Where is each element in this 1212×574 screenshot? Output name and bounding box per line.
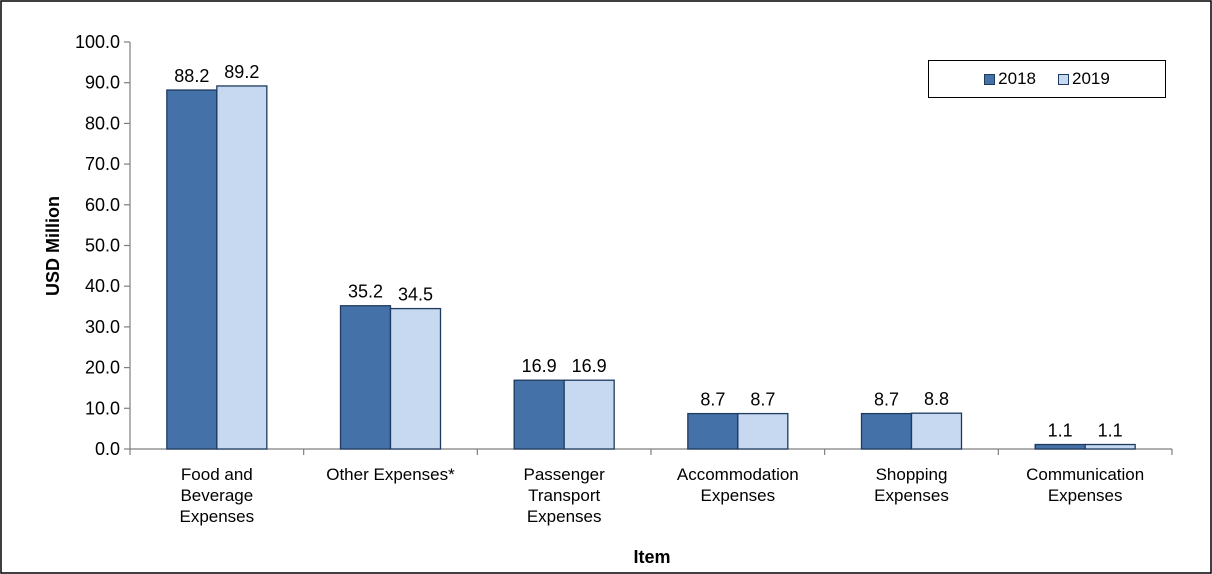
- bar-2019-4: [910, 412, 963, 450]
- x-tick-label-2: Expenses: [527, 507, 602, 526]
- x-axis-title: Item: [633, 547, 670, 567]
- y-tick-label: 50.0: [85, 236, 120, 256]
- x-tick-label-0: Beverage: [180, 486, 253, 505]
- data-label-2018-1: 35.2: [348, 282, 383, 302]
- y-tick-label: 100.0: [75, 32, 120, 52]
- bar-2018-0: [166, 89, 218, 450]
- legend-label-2018: 2018: [998, 69, 1036, 88]
- legend-swatch-2019: [1058, 73, 1069, 85]
- y-tick-label: 30.0: [85, 317, 120, 337]
- bar-2018-3: [687, 412, 739, 450]
- y-tick-label: 20.0: [85, 358, 120, 378]
- data-label-2018-0: 88.2: [174, 66, 209, 86]
- data-label-2018-5: 1.1: [1048, 421, 1073, 441]
- bar-2018-2: [513, 379, 565, 450]
- legend-label-2019: 2019: [1072, 69, 1110, 88]
- bar-2019-2: [563, 379, 615, 450]
- data-label-2019-0: 89.2: [224, 62, 259, 82]
- y-axis-title: USD Million: [43, 196, 63, 296]
- y-tick-label: 90.0: [85, 73, 120, 93]
- data-label-2019-3: 8.7: [750, 390, 775, 410]
- data-label-2019-5: 1.1: [1098, 421, 1123, 441]
- y-tick-label: 60.0: [85, 195, 120, 215]
- bar-2018-1: [339, 305, 392, 450]
- data-label-2019-1: 34.5: [398, 285, 433, 305]
- bar-2018-4: [860, 412, 913, 450]
- bar-2019-0: [216, 85, 268, 450]
- bar-2018-5: [1034, 443, 1086, 450]
- x-tick-label-2: Passenger: [524, 465, 606, 484]
- x-tick-label-3: Accommodation: [677, 465, 799, 484]
- data-label-2018-4: 8.7: [874, 390, 899, 410]
- legend-item-2018: 2018: [984, 69, 1036, 89]
- y-tick-label: 10.0: [85, 398, 120, 418]
- x-tick-label-0: Food and: [181, 465, 253, 484]
- y-tick-label: 70.0: [85, 154, 120, 174]
- bar-2019-5: [1084, 443, 1136, 450]
- bar-2019-3: [737, 412, 789, 450]
- legend-item-2019: 2019: [1058, 69, 1110, 89]
- x-tick-label-4: Expenses: [874, 486, 949, 505]
- x-tick-label-5: Expenses: [1048, 486, 1123, 505]
- legend: 2018 2019: [928, 60, 1166, 98]
- x-tick-label-2: Transport: [528, 486, 600, 505]
- bar-2019-1: [389, 307, 442, 450]
- data-label-2019-4: 8.8: [924, 389, 949, 409]
- y-tick-label: 0.0: [95, 439, 120, 459]
- data-label-2018-3: 8.7: [700, 390, 725, 410]
- x-tick-label-5: Communication: [1026, 465, 1144, 484]
- y-tick-label: 40.0: [85, 276, 120, 296]
- data-label-2018-2: 16.9: [522, 356, 557, 376]
- x-tick-label-0: Expenses: [179, 507, 254, 526]
- x-tick-label-1: Other Expenses*: [326, 465, 455, 484]
- x-tick-label-4: Shopping: [876, 465, 948, 484]
- x-tick-label-3: Expenses: [700, 486, 775, 505]
- legend-swatch-2018: [984, 73, 996, 85]
- y-tick-label: 80.0: [85, 113, 120, 133]
- data-label-2019-2: 16.9: [572, 356, 607, 376]
